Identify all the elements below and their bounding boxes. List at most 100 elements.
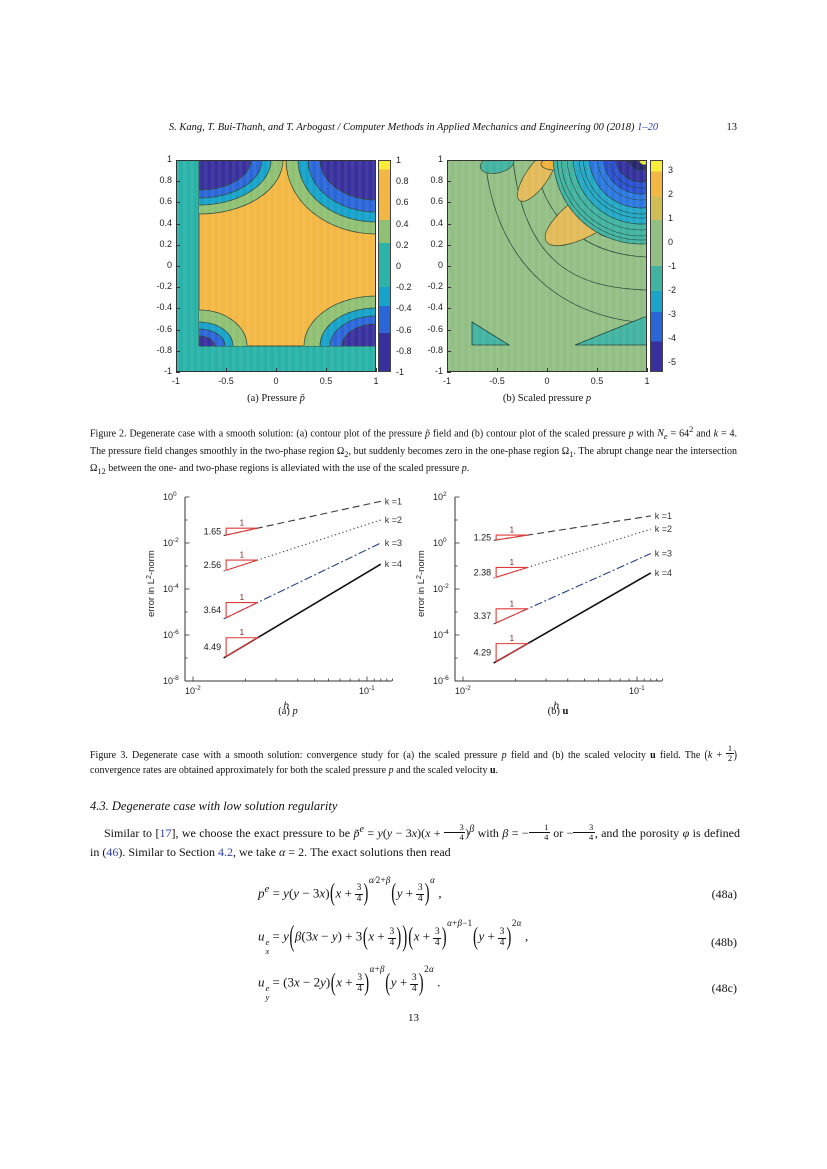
svg-text:3.64: 3.64 <box>204 605 222 615</box>
svg-text:102: 102 <box>433 491 447 502</box>
mesh-stripes <box>447 160 647 372</box>
svg-text:3.37: 3.37 <box>474 611 492 621</box>
svg-text:10-2: 10-2 <box>433 583 449 594</box>
svg-text:k =3: k =3 <box>385 538 402 548</box>
footer-page-number: 13 <box>408 1012 419 1024</box>
svg-text:h: h <box>284 701 290 712</box>
equation-48a-label: (48a) <box>711 886 737 901</box>
svg-text:1: 1 <box>240 593 245 602</box>
svg-text:k =1: k =1 <box>655 511 672 521</box>
colorbar-tick-label: 0.4 <box>396 218 409 229</box>
equation-48a: pe = y(y − 3x)(x + 3 4)α⁄2+β(y + 3 4)α , (… <box>90 872 737 916</box>
colorbar-tick-label: -0.2 <box>396 282 412 293</box>
figure2-subcaption-a: (a) Pressure p̃ <box>247 393 305 404</box>
section-heading: 4.3. Degenerate case with low solution r… <box>90 799 338 813</box>
svg-text:2.38: 2.38 <box>474 567 492 577</box>
colorbar-scaled-pressure: 3 2 1 0 -1 -2 -3 -4 -5 <box>650 160 676 372</box>
svg-text:1: 1 <box>510 526 515 535</box>
svg-text:1: 1 <box>510 558 515 567</box>
svg-text:10-4: 10-4 <box>433 629 449 640</box>
colorbar-tick-label: 0.6 <box>396 197 409 208</box>
tick-mark <box>647 368 648 372</box>
contour-plot-pressure: 1 0.8 0.6 0.4 0.2 0 -0.2 -0.4 -0.6 -0.8 -1 -1 -0.5 0 0… <box>156 154 378 386</box>
svg-text:1: 1 <box>510 599 515 608</box>
tick-label: -1 <box>163 366 172 376</box>
ref-17[interactable]: 17 <box>159 826 172 840</box>
tick-label: -1 <box>171 376 180 386</box>
convergence-chart-u: 10-2 10-1 10-6 10-4 10-2 100 102 error in L2-no… <box>416 491 672 712</box>
colorbar-tick-label: -1 <box>668 261 677 271</box>
svg-text:k =1: k =1 <box>385 496 402 506</box>
svg-text:1.65: 1.65 <box>204 527 222 537</box>
tick-label: 0.6 <box>159 196 172 207</box>
header-page-number: 13 <box>726 122 738 133</box>
tick-label: 0.5 <box>590 376 604 386</box>
svg-text:1: 1 <box>240 628 245 637</box>
colorbar-tick-label: -0.4 <box>396 303 412 314</box>
colorbar-tick-label: 0.2 <box>396 239 409 250</box>
svg-text:2.56: 2.56 <box>204 560 222 570</box>
tick-label: 0.2 <box>159 238 172 249</box>
tick-mark <box>376 368 377 372</box>
svg-text:k =2: k =2 <box>385 515 402 525</box>
svg-text:10-2: 10-2 <box>185 685 201 696</box>
tick-label: 1 <box>373 376 379 386</box>
colorbar-tick-label: -0.8 <box>396 345 412 356</box>
colorbar-tick-label: 0 <box>668 236 674 247</box>
tick-label: 0 <box>544 376 550 386</box>
figure3-subcaption-a: (a) p <box>278 706 298 717</box>
tick-label: -0.2 <box>156 281 172 292</box>
tick-label: -0.4 <box>156 302 172 313</box>
svg-text:1: 1 <box>240 551 245 560</box>
body-paragraph: Similar to [17], we choose the exact pre… <box>90 822 740 859</box>
svg-text:100: 100 <box>433 537 447 548</box>
mesh-stripes <box>176 160 376 372</box>
svg-text:4.29: 4.29 <box>474 648 492 658</box>
svg-text:h: h <box>554 701 560 712</box>
equation-48c-label: (48c) <box>711 980 737 995</box>
svg-text:10-4: 10-4 <box>163 583 179 594</box>
colorbar-tick-label: -2 <box>668 285 677 296</box>
tick-label: 0 <box>166 260 172 270</box>
colorbar-tick-label: -5 <box>668 357 677 368</box>
page-header: S. Kang, T. Bui-Thanh, and T. Arbogast /… <box>90 122 737 133</box>
contour-plot-scaled-pressure: 1 0.8 0.6 0.4 0.2 0 -0.2 -0.4 -0.6 -0.8 -1 -1 -0.5 0 0… <box>427 154 649 386</box>
svg-text:k =4: k =4 <box>385 559 402 569</box>
svg-text:10-2: 10-2 <box>455 685 471 696</box>
equation-48b-label: (48b) <box>711 934 737 949</box>
svg-text:k =2: k =2 <box>655 524 672 534</box>
header-citation: S. Kang, T. Bui-Thanh, and T. Arbogast /… <box>168 122 659 133</box>
svg-text:1: 1 <box>240 519 245 528</box>
svg-text:4.49: 4.49 <box>204 642 222 652</box>
svg-text:error in L2-norm: error in L2-norm <box>416 550 427 617</box>
svg-text:10-2: 10-2 <box>163 537 179 548</box>
tick-label: -0.5 <box>489 376 505 386</box>
tick-label: 0.4 <box>159 217 172 228</box>
svg-text:100: 100 <box>163 491 177 502</box>
ref-46[interactable]: 46 <box>106 844 119 859</box>
figure3-subcaption-b: (b) u <box>547 706 569 717</box>
svg-text:10-6: 10-6 <box>163 629 179 640</box>
colorbar-tick-label: 0.8 <box>396 176 409 187</box>
svg-text:1.25: 1.25 <box>474 533 492 543</box>
tick-label: -0.6 <box>156 323 172 334</box>
tick-label: -0.8 <box>156 344 172 355</box>
svg-text:10-6: 10-6 <box>433 675 449 686</box>
tick-label: 0.5 <box>319 376 333 386</box>
tick-label: -1 <box>442 376 451 386</box>
equation-48a-body: pe = y(y − 3x)(x + 3 4)α⁄2+β(y + 3 4)α , <box>258 874 442 908</box>
svg-text:10-8: 10-8 <box>163 675 179 686</box>
colorbar-tick-label: -1 <box>396 367 405 377</box>
colorbar-tick-label: -4 <box>668 333 677 344</box>
contour-plot-pressure-canvas <box>176 159 377 372</box>
colorbar-tick-label: -0.6 <box>396 324 412 335</box>
tick-label: 0 <box>273 376 279 386</box>
tick-label: 1 <box>166 154 172 164</box>
figure3-caption: Figure 3. Degenerate case with a smooth … <box>90 743 737 776</box>
colorbar-tick-label: 0 <box>396 261 402 271</box>
ref-sec-4-2[interactable]: 4.2 <box>218 844 233 859</box>
header-pages-link[interactable]: 1–20 <box>637 122 659 133</box>
